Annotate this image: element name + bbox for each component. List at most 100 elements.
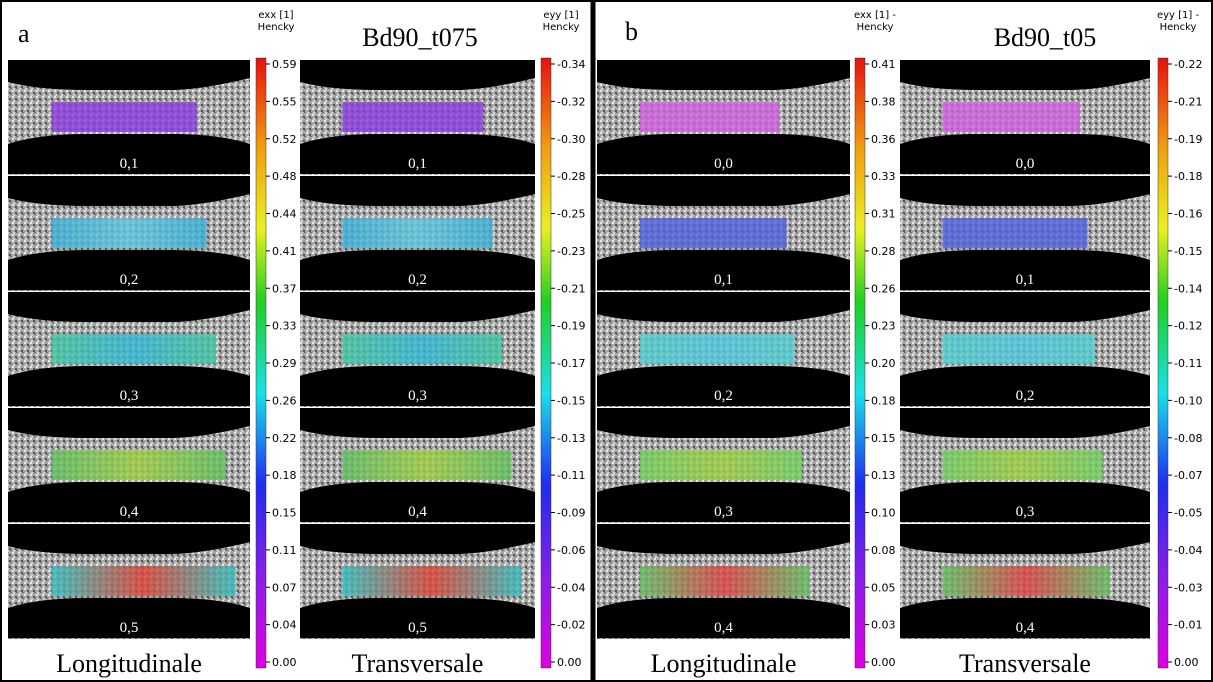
step-label: 0,2 xyxy=(714,388,733,404)
specimen-row: 0,3 xyxy=(900,408,1150,525)
grip-top xyxy=(8,60,250,90)
colorbar-tick-label: -0.19 xyxy=(557,320,585,333)
step-label: 0,4 xyxy=(120,504,139,520)
step-label: 0,1 xyxy=(120,156,139,172)
step-label: 0,4 xyxy=(1016,620,1035,636)
strain-overlay xyxy=(342,102,484,132)
colorbar-tick-label: 0.11 xyxy=(272,544,297,557)
colorbar-tick-label: 0.07 xyxy=(272,581,297,594)
colorbar-tick-label: 0.05 xyxy=(871,581,896,594)
grip-bottom xyxy=(900,134,1150,174)
colorbar-tick-label: -0.32 xyxy=(557,95,585,108)
colorbar-tick-label: 0.26 xyxy=(871,282,896,295)
grip-top xyxy=(900,176,1150,206)
grip-top xyxy=(300,524,535,554)
grip-top xyxy=(597,408,850,438)
specimen-row: 0,0 xyxy=(900,60,1150,177)
specimen-row: 0,2 xyxy=(8,176,250,293)
strain-overlay xyxy=(942,334,1095,364)
column-caption: Longitudinale xyxy=(56,649,202,678)
step-label: 0,0 xyxy=(714,156,733,172)
colorbar-tick-label: 0.04 xyxy=(272,619,297,632)
colorbar xyxy=(540,57,552,669)
colorbar-tick-label: 0.00 xyxy=(871,656,896,669)
colorbar-tick-label: 0.59 xyxy=(272,58,297,71)
grip-bottom xyxy=(900,598,1150,638)
grip-bottom xyxy=(8,250,250,290)
colorbar-tick-label: 0.00 xyxy=(272,656,297,669)
grip-top xyxy=(8,524,250,554)
colorbar-tick-label: 0.28 xyxy=(871,245,896,258)
colorbar xyxy=(1157,57,1169,669)
grip-bottom xyxy=(597,134,850,174)
step-label: 0,1 xyxy=(408,156,427,172)
colorbar-tick-label: -0.21 xyxy=(557,282,585,295)
specimen-row: 0,1 xyxy=(8,60,250,177)
colorbar-title: eyy [1] xyxy=(543,10,578,21)
specimen-row: 0,2 xyxy=(900,292,1150,409)
specimen-row: 0,3 xyxy=(597,408,850,525)
colorbar-tick-label: -0.11 xyxy=(557,469,585,482)
colorbar-tick-label: -0.06 xyxy=(557,544,585,557)
strain-overlay xyxy=(640,566,810,596)
colorbar-tick-label: -0.07 xyxy=(1174,469,1202,482)
colorbar-tick-label: -0.18 xyxy=(1174,170,1202,183)
colorbar-tick-label: -0.12 xyxy=(1174,320,1202,333)
colorbar-title: eyy [1] - xyxy=(1157,10,1200,21)
colorbar-tick-label: -0.08 xyxy=(1174,432,1202,445)
colorbar-tick-label: 0.55 xyxy=(272,95,297,108)
specimen-row: 0,4 xyxy=(8,408,250,525)
strain-overlay xyxy=(640,334,795,364)
grip-bottom xyxy=(900,482,1150,522)
grip-bottom xyxy=(900,250,1150,290)
colorbar-tick-label: -0.05 xyxy=(1174,507,1202,520)
colorbar xyxy=(854,57,866,669)
colorbar-title: Hencky xyxy=(857,22,894,33)
colorbar-title: exx [1] - xyxy=(854,10,896,21)
colorbar-title: exx [1] xyxy=(258,10,293,21)
colorbar-title: Hencky xyxy=(1160,22,1197,33)
strain-overlay xyxy=(51,102,197,132)
grip-bottom xyxy=(300,598,535,638)
colorbar-tick-label: 0.44 xyxy=(272,208,297,221)
colorbar-tick-label: 0.18 xyxy=(871,394,896,407)
colorbar-tick-label: 0.52 xyxy=(272,133,297,146)
colorbar-tick-label: -0.02 xyxy=(557,619,585,632)
grip-bottom xyxy=(900,366,1150,406)
column-caption: Transversale xyxy=(352,649,484,678)
grip-bottom xyxy=(300,482,535,522)
strain-overlay xyxy=(51,566,236,596)
specimen-row: 0,4 xyxy=(900,524,1150,641)
colorbar-tick-label: 0.36 xyxy=(871,133,896,146)
grip-top xyxy=(8,408,250,438)
grip-bottom xyxy=(597,366,850,406)
colorbar-tick-label: -0.03 xyxy=(1174,581,1202,594)
grip-bottom xyxy=(597,250,850,290)
colorbar-title: Hencky xyxy=(258,22,295,33)
step-label: 0,0 xyxy=(1016,156,1035,172)
step-label: 0,2 xyxy=(120,272,139,288)
grip-bottom xyxy=(300,134,535,174)
grip-top xyxy=(300,292,535,322)
colorbar-tick-label: -0.34 xyxy=(557,58,585,71)
colorbar-tick-label: 0.03 xyxy=(871,619,896,632)
colorbar-tick-label: 0.10 xyxy=(871,507,896,520)
grip-bottom xyxy=(8,366,250,406)
specimen-row: 0,1 xyxy=(300,60,535,177)
specimen-row: 0,2 xyxy=(597,292,850,409)
colorbar-tick-label: 0.48 xyxy=(272,170,297,183)
strain-overlay xyxy=(640,218,787,248)
step-label: 0,1 xyxy=(1016,272,1035,288)
step-label: 0,5 xyxy=(408,620,427,636)
grip-top xyxy=(300,60,535,90)
strain-overlay xyxy=(51,218,207,248)
step-label: 0,3 xyxy=(408,388,427,404)
grip-top xyxy=(300,176,535,206)
colorbar-tick-label: 0.23 xyxy=(871,320,896,333)
specimen-row: 0,0 xyxy=(597,60,850,177)
grip-top xyxy=(300,408,535,438)
specimen-row: 0,3 xyxy=(8,292,250,409)
colorbar-tick-label: 0.00 xyxy=(557,656,582,669)
step-label: 0,2 xyxy=(1016,388,1035,404)
step-label: 0,3 xyxy=(714,504,733,520)
